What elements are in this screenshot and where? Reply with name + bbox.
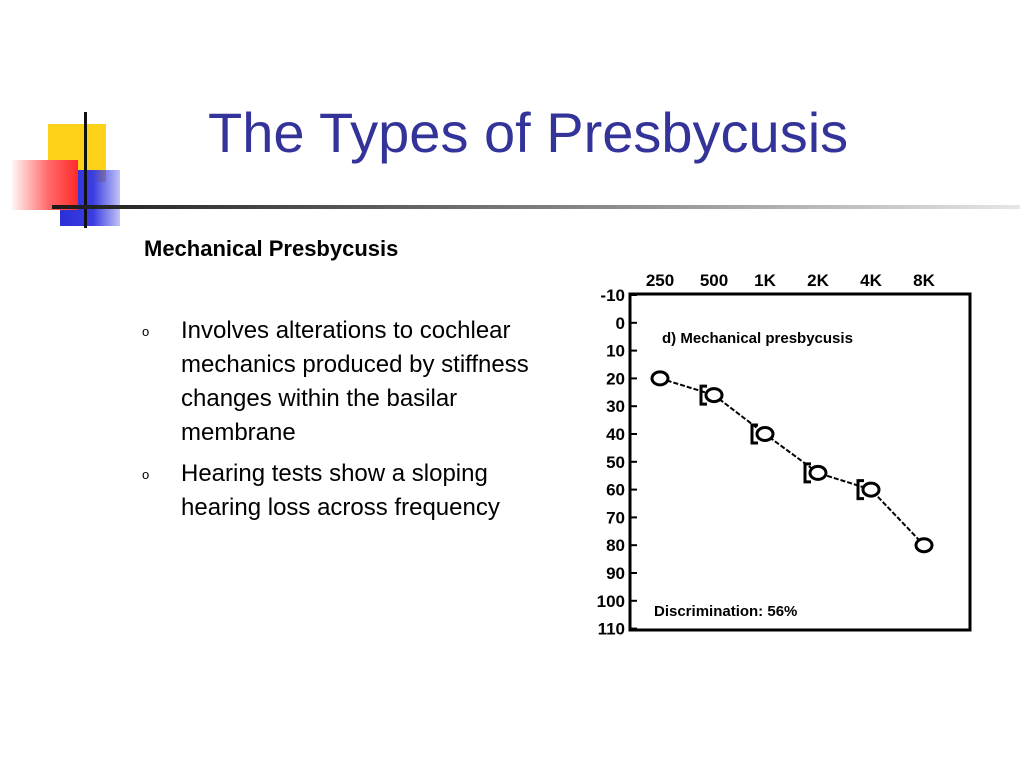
y-tick-label: 70 xyxy=(606,508,625,527)
bullet-marker-icon: o xyxy=(142,467,150,482)
y-tick-label: 80 xyxy=(606,536,625,555)
circle-marker xyxy=(914,537,934,554)
slide-subtitle: Mechanical Presbycusis xyxy=(144,236,399,261)
y-tick-label: 90 xyxy=(606,564,625,583)
slide-title: The Types of Presbycusis xyxy=(208,101,849,164)
y-tick-label: 110 xyxy=(598,620,625,639)
bracket-marker xyxy=(803,462,811,484)
y-tick-label: 60 xyxy=(606,481,625,500)
y-tick-label: 30 xyxy=(606,397,625,416)
bracket-marker xyxy=(699,384,707,406)
y-tick-label: 10 xyxy=(606,342,625,361)
x-tick-label: 500 xyxy=(700,271,728,290)
bullet-text: Hearing tests show a sloping hearing los… xyxy=(181,460,500,521)
circle-marker xyxy=(650,370,670,387)
bullet-marker-icon: o xyxy=(142,324,150,339)
bracket-marker xyxy=(856,479,864,501)
audiogram-chart: 250 500 1K 2K 4K 8K -10 0 10 20 30 40 50 60 70 80 90 100 1… xyxy=(597,271,972,639)
x-tick-label: 2K xyxy=(807,271,829,290)
title-underline-rule xyxy=(52,205,1020,209)
circle-marker xyxy=(704,387,724,404)
y-tick-label: -10 xyxy=(600,286,625,305)
circle-marker xyxy=(755,426,775,442)
chart-title: d) Mechanical presbycusis xyxy=(662,330,853,347)
bullet-item: o Hearing tests show a sloping hearing l… xyxy=(140,457,560,525)
bracket-marker xyxy=(750,423,758,445)
series-line xyxy=(659,377,925,546)
x-tick-label: 4K xyxy=(860,271,882,290)
y-tick-label: 100 xyxy=(597,592,625,611)
circle-marker xyxy=(808,464,828,481)
x-tick-label: 8K xyxy=(913,271,935,290)
y-tick-label: 20 xyxy=(606,369,625,388)
bullet-list: o Involves alterations to cochlear mecha… xyxy=(140,314,560,532)
y-tick-label: 40 xyxy=(606,425,625,444)
y-tick-label: 0 xyxy=(616,314,625,333)
x-tick-label: 1K xyxy=(754,271,776,290)
decor-red-square xyxy=(12,160,78,210)
x-tick-label: 250 xyxy=(646,271,674,290)
y-tick-label: 50 xyxy=(606,453,625,472)
bullet-text: Involves alterations to cochlear mechani… xyxy=(181,317,529,446)
discrimination-annotation: Discrimination: 56% xyxy=(654,603,797,620)
bullet-item: o Involves alterations to cochlear mecha… xyxy=(140,314,560,450)
circle-marker xyxy=(861,481,881,498)
decor-vertical-line xyxy=(84,112,87,228)
